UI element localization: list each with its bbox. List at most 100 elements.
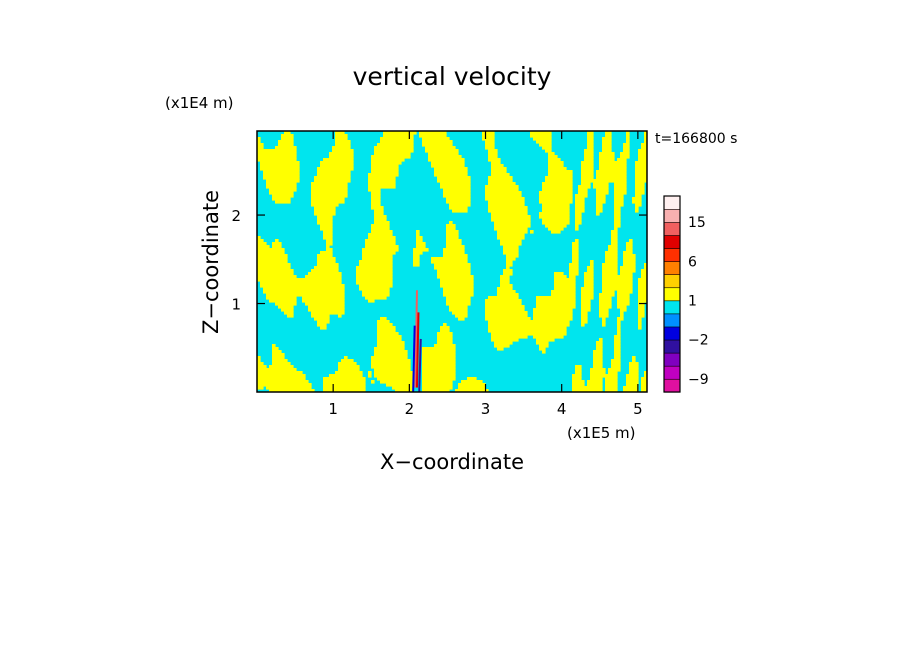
positive-velocity-region: [344, 356, 348, 360]
positive-velocity-region: [257, 149, 297, 153]
positive-velocity-region: [374, 209, 384, 213]
x-ticks: 1 2 3 4 5: [328, 131, 643, 418]
positive-velocity-region: [581, 173, 594, 177]
positive-velocity-region: [266, 293, 345, 297]
positive-velocity-region: [596, 176, 627, 180]
positive-velocity-region: [458, 386, 486, 390]
positive-velocity-region: [317, 221, 333, 225]
positive-velocity-region: [530, 230, 534, 234]
positive-velocity-region: [602, 287, 633, 291]
positive-velocity-region: [485, 197, 525, 201]
positive-velocity-region: [497, 236, 525, 240]
positive-velocity-region: [356, 278, 393, 282]
positive-velocity-region: [626, 377, 639, 381]
positive-velocity-region: [443, 248, 465, 252]
positive-velocity-region: [638, 317, 642, 321]
positive-velocity-region: [275, 200, 291, 204]
positive-velocity-region: [281, 134, 294, 138]
positive-velocity-region: [572, 257, 579, 261]
positive-velocity-region: [611, 242, 618, 246]
positive-velocity-region: [362, 248, 399, 252]
positive-velocity-region: [497, 347, 504, 351]
positive-velocity-region: [587, 383, 603, 387]
positive-velocity-region: [548, 155, 558, 159]
positive-velocity-region: [533, 335, 564, 339]
positive-velocity-region: [422, 347, 456, 351]
positive-velocity-region: [371, 197, 381, 201]
positive-velocity-region: [335, 140, 351, 144]
contour-field: [257, 131, 647, 392]
positive-velocity-region: [368, 233, 393, 237]
positive-velocity-region: [614, 203, 624, 207]
positive-velocity-region: [488, 203, 525, 207]
positive-velocity-region: [548, 161, 564, 165]
positive-velocity-region: [644, 263, 647, 267]
positive-velocity-region: [599, 158, 615, 162]
positive-velocity-region: [599, 152, 615, 156]
positive-velocity-region: [497, 290, 516, 294]
positive-velocity-region: [488, 200, 525, 204]
positive-velocity-region: [596, 200, 606, 204]
positive-velocity-region: [371, 224, 390, 228]
positive-velocity-region: [257, 245, 270, 249]
positive-velocity-region: [641, 389, 647, 392]
colorbar-swatch: [663, 300, 681, 315]
positive-velocity-region: [536, 296, 576, 300]
positive-velocity-region: [602, 284, 633, 288]
positive-velocity-region: [257, 257, 288, 261]
positive-velocity-region: [572, 242, 579, 246]
positive-velocity-region: [542, 350, 546, 354]
positive-velocity-region: [320, 161, 354, 165]
positive-velocity-region: [635, 173, 647, 177]
positive-velocity-region: [257, 377, 306, 381]
positive-velocity-region: [302, 296, 345, 300]
positive-velocity-region: [575, 368, 582, 372]
positive-velocity-region: [575, 206, 585, 210]
positive-velocity-region: [587, 146, 594, 150]
positive-velocity-region: [491, 167, 507, 171]
positive-velocity-region: [383, 134, 414, 138]
positive-velocity-region: [530, 131, 552, 135]
positive-velocity-region: [446, 197, 471, 201]
positive-velocity-region: [257, 383, 312, 387]
positive-velocity-region: [575, 200, 585, 204]
positive-velocity-region: [449, 305, 468, 309]
positive-velocity-region: [575, 209, 585, 213]
positive-velocity-region: [539, 347, 546, 351]
positive-velocity-region: [500, 275, 510, 279]
colorbar-frame: [663, 195, 681, 393]
positive-velocity-region: [635, 185, 645, 189]
positive-velocity-region: [500, 239, 522, 243]
positive-velocity-region: [422, 356, 456, 360]
positive-velocity-region: [596, 344, 603, 348]
positive-velocity-region: [272, 350, 282, 354]
positive-velocity-region: [371, 194, 381, 198]
positive-velocity-region: [374, 374, 414, 378]
positive-velocity-region: [368, 185, 396, 189]
positive-velocity-region: [266, 179, 300, 183]
positive-velocity-region: [539, 344, 549, 348]
positive-velocity-region: [446, 230, 459, 234]
x-axis-label: X−coordinate: [380, 450, 524, 474]
positive-velocity-region: [422, 137, 450, 141]
positive-velocity-region: [371, 356, 408, 360]
positive-velocity-region: [617, 326, 621, 330]
positive-velocity-region: [380, 140, 414, 144]
positive-velocity-region: [437, 338, 453, 342]
y-tick-label: 2: [231, 207, 241, 225]
positive-velocity-region: [644, 137, 647, 141]
positive-velocity-region: [500, 278, 510, 282]
positive-velocity-region: [602, 290, 615, 294]
positive-velocity-region: [593, 365, 603, 369]
positive-velocity-region: [593, 182, 609, 186]
positive-velocity-region: [620, 266, 636, 270]
positive-velocity-region: [272, 344, 276, 348]
positive-velocity-region: [542, 146, 552, 150]
positive-velocity-region: [581, 311, 588, 315]
positive-velocity-region: [623, 149, 630, 153]
positive-velocity-region: [317, 323, 327, 327]
positive-velocity-region: [614, 200, 624, 204]
positive-velocity-region: [371, 170, 399, 174]
positive-velocity-region: [422, 140, 453, 144]
positive-velocity-region: [620, 308, 627, 312]
